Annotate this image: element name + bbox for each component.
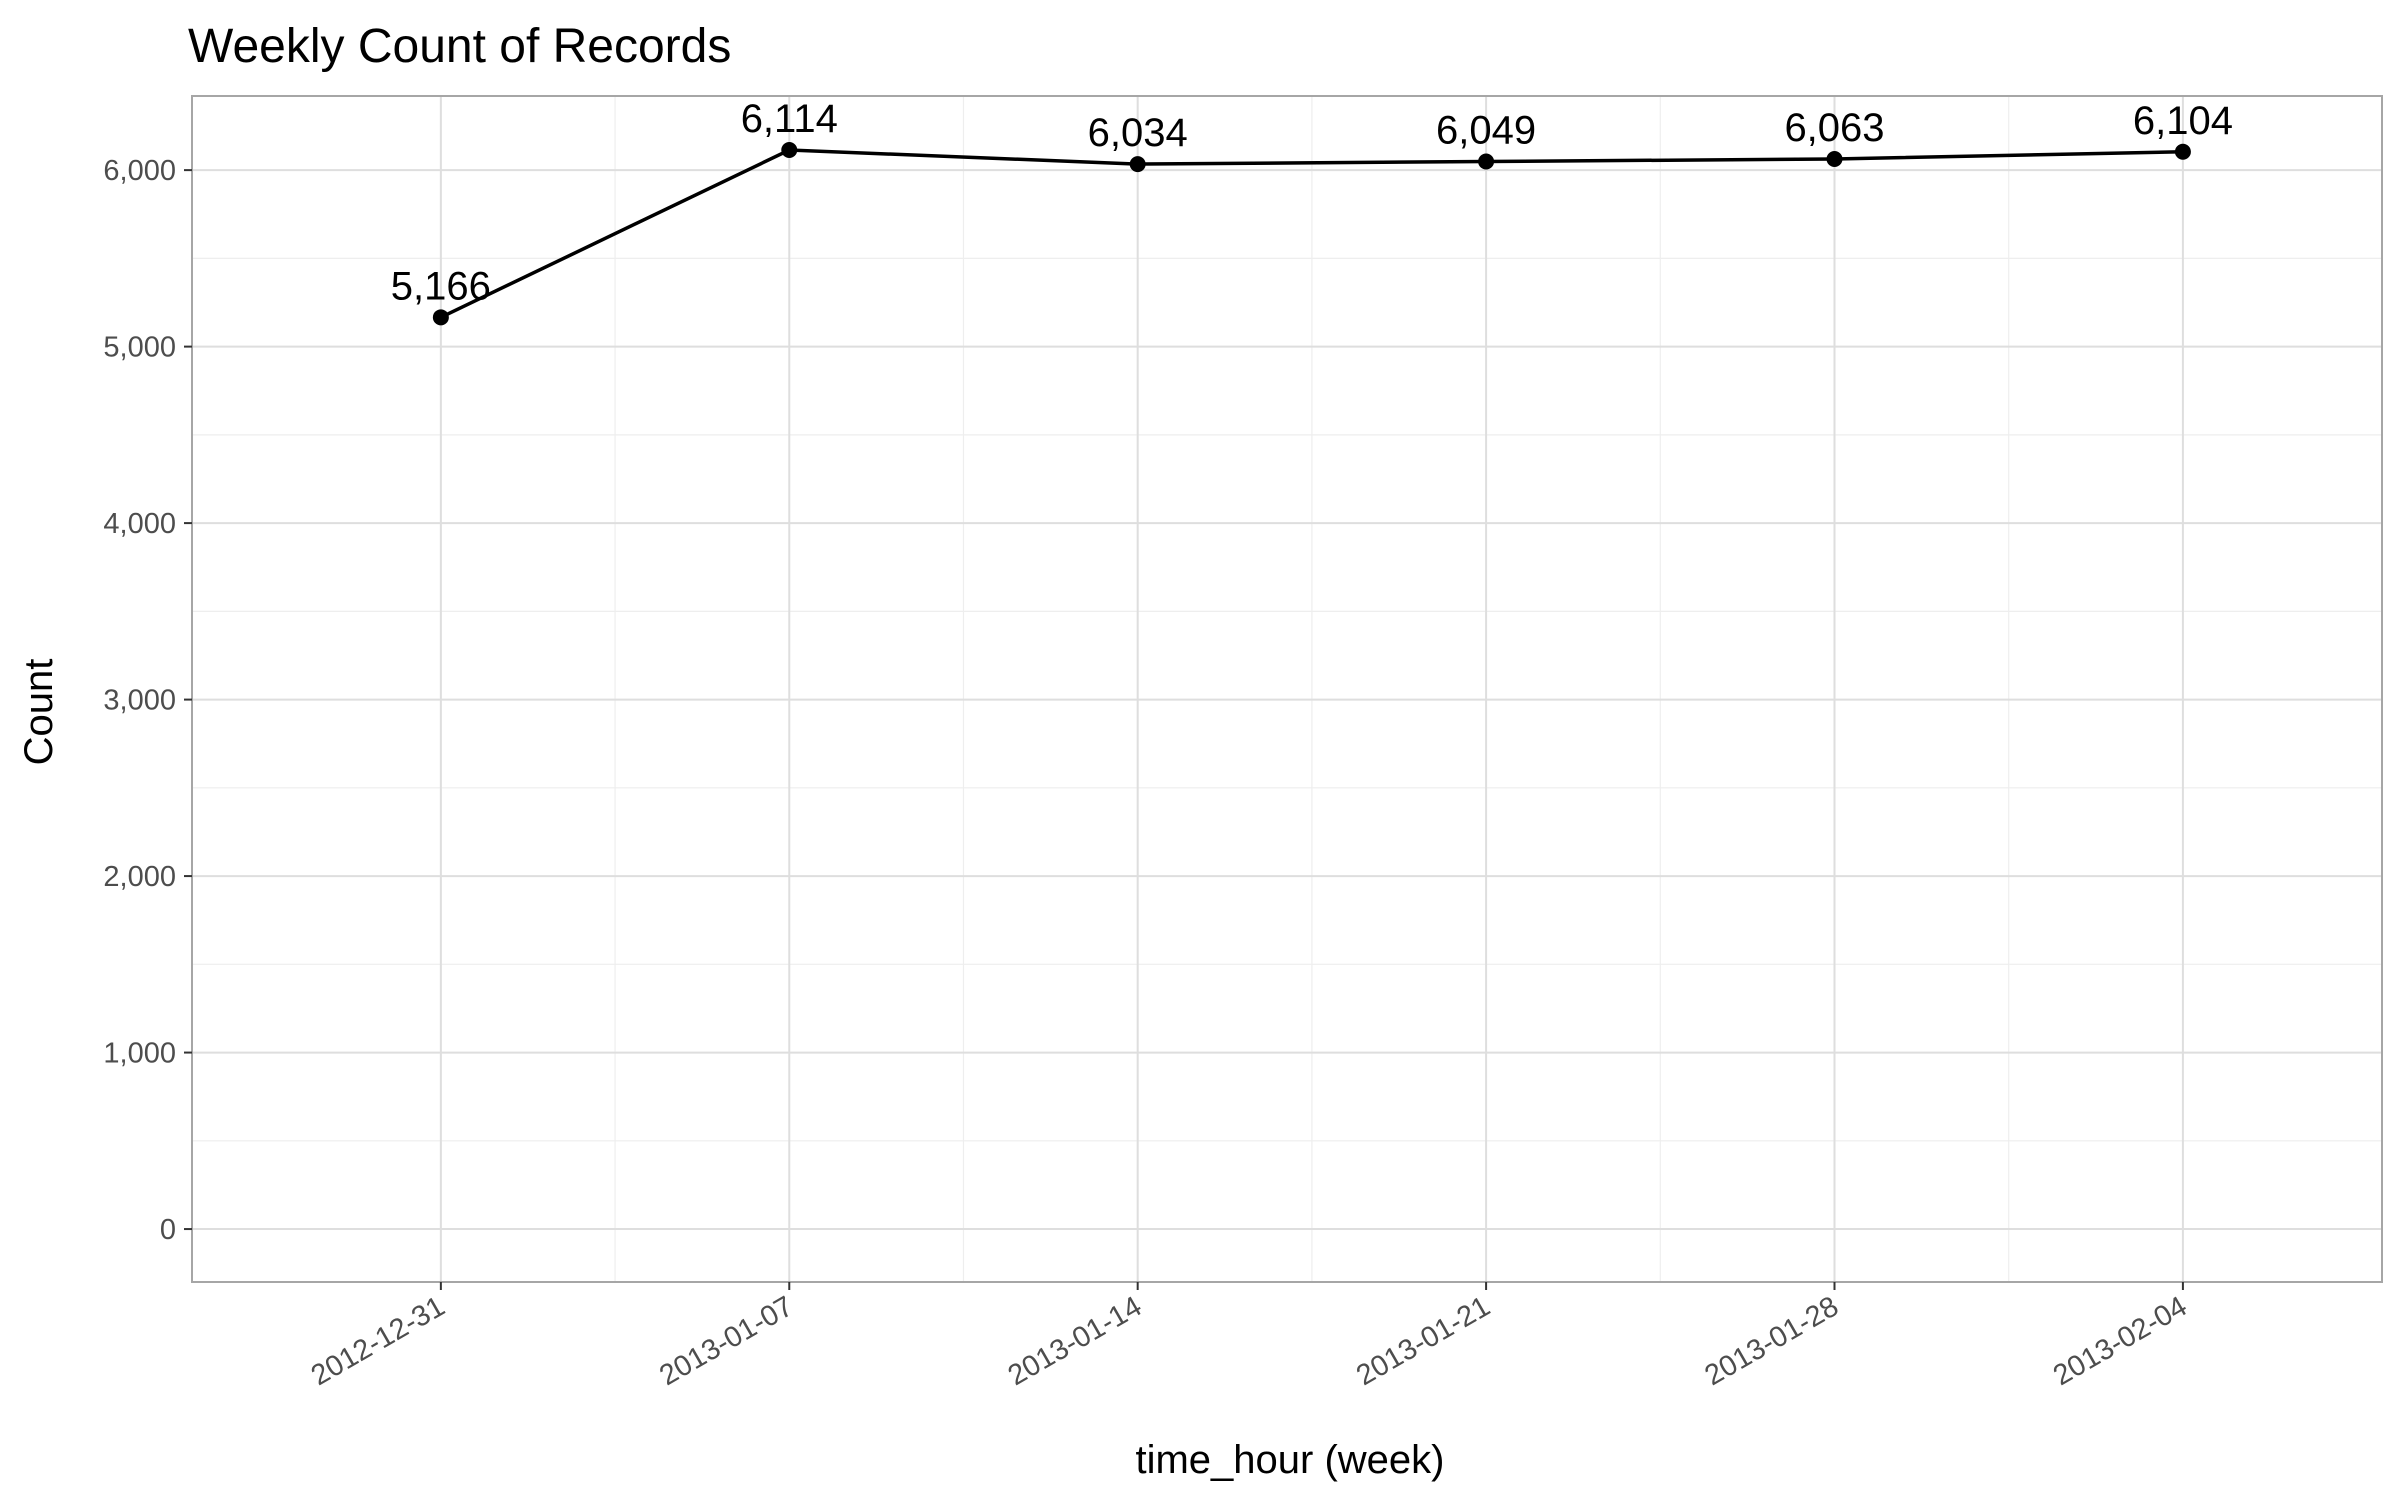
data-point [1826, 151, 1843, 168]
x-tick-label: 2013-01-07 [654, 1290, 798, 1392]
data-label: 6,104 [2133, 99, 2233, 143]
plot-panel [191, 95, 2383, 1283]
y-tick-label: 4,000 [103, 508, 176, 540]
data-label: 6,063 [1784, 106, 1884, 150]
x-axis-title: time_hour (week) [1135, 1438, 1444, 1482]
data-point [1478, 153, 1495, 170]
series-line [440, 148, 2183, 319]
y-tick-label: 2,000 [103, 861, 176, 893]
x-axis: 2012-12-31 2013-01-07 2013-01-14 2013-01-21… [306, 1282, 2192, 1392]
y-tick-label: 1,000 [103, 1038, 176, 1070]
y-tick-label: 0 [160, 1214, 176, 1246]
data-point [432, 309, 449, 326]
data-label: 6,034 [1088, 111, 1188, 155]
data-label: 6,049 [1436, 108, 1536, 152]
y-axis-title: Count [17, 659, 61, 766]
chart-title: Weekly Count of Records [188, 20, 731, 73]
minor-gridlines [192, 96, 2382, 1282]
data-point [781, 142, 798, 159]
y-axis: 0 1,000 2,000 3,000 4,000 5,000 6,000 [103, 155, 192, 1246]
x-tick-label: 2013-01-14 [1003, 1290, 1147, 1392]
data-points [432, 142, 2191, 326]
y-tick-label: 5,000 [103, 332, 176, 364]
data-label: 5,166 [391, 264, 491, 308]
data-label: 6,114 [741, 97, 838, 141]
y-tick-label: 6,000 [103, 155, 176, 187]
data-point [2174, 143, 2191, 160]
y-tick-label: 3,000 [103, 685, 176, 717]
x-tick-label: 2013-02-04 [2048, 1290, 2192, 1392]
data-labels: 5,166 6,114 6,034 6,049 6,063 6,104 [391, 97, 2233, 308]
x-tick-label: 2013-01-21 [1351, 1290, 1495, 1392]
x-tick-label: 2012-12-31 [306, 1290, 450, 1392]
x-tick-label: 2013-01-28 [1700, 1290, 1844, 1392]
major-gridlines [192, 96, 2382, 1282]
data-point [1129, 156, 1146, 173]
